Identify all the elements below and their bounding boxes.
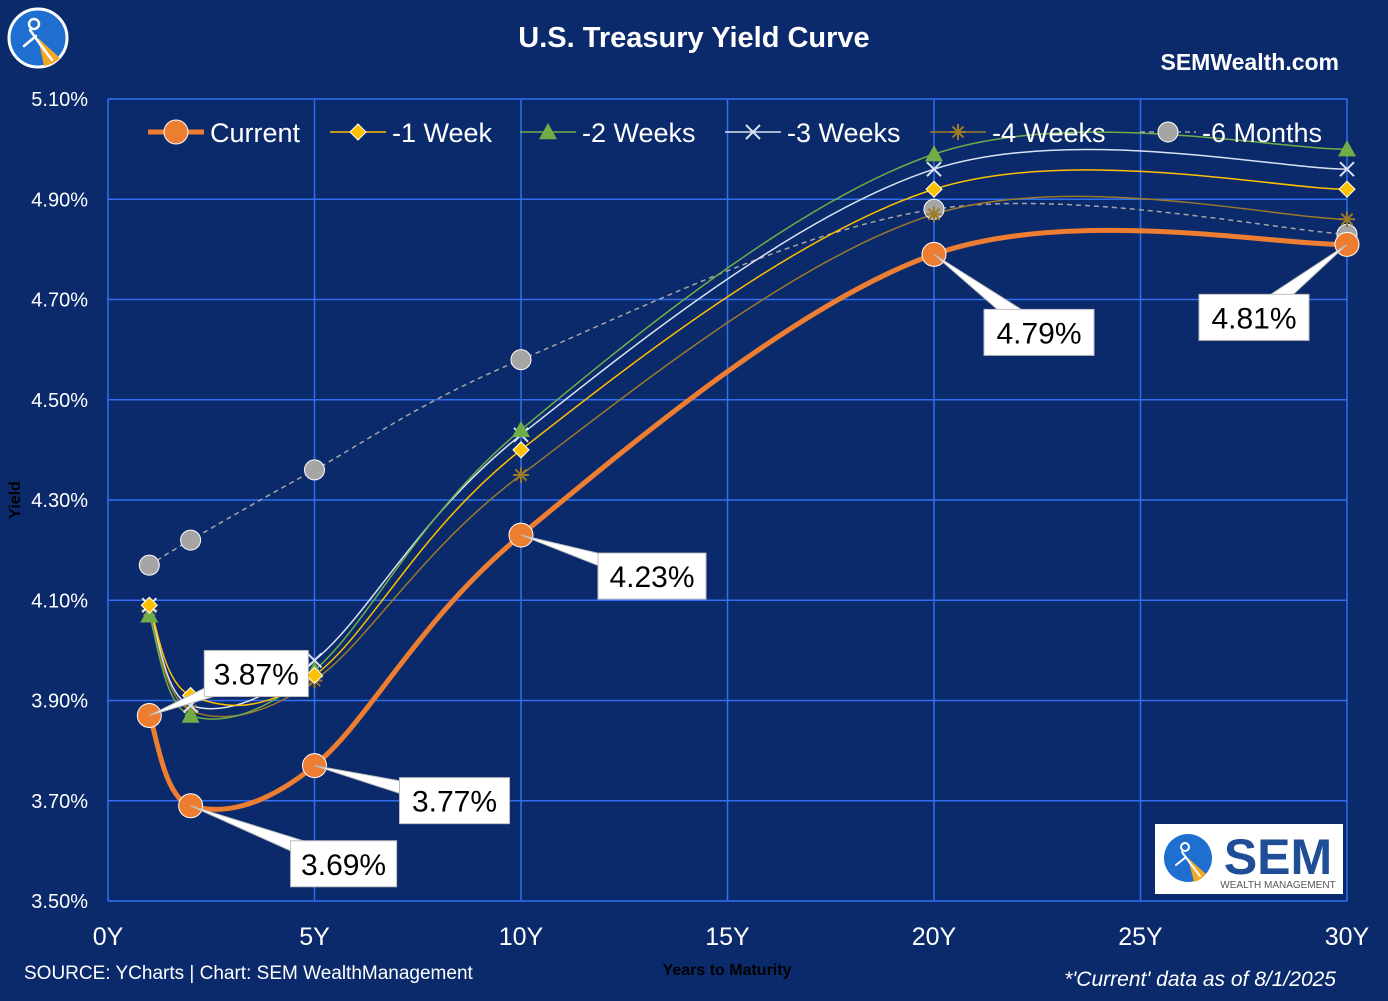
callout-box: [399, 777, 510, 825]
legend: Current -1 Week -2 Weeks -3 Weeks -4 Weeks -6…: [148, 118, 1322, 148]
logo-mark-icon: [1164, 834, 1212, 882]
x-tick-label: 15Y: [705, 923, 750, 951]
callout-box: [203, 650, 309, 698]
legend-marker-5: [1157, 121, 1179, 143]
sem-logo: SEM WEALTH MANAGEMENT: [1155, 824, 1343, 894]
data-point-4-3: [513, 466, 529, 483]
data-point-3-4: [926, 161, 942, 177]
y-tick-label: 3.90%: [31, 691, 88, 713]
x-tick-label: 0Y: [93, 923, 124, 951]
series-line-5: [148, 202, 1348, 566]
data-point-5-2: [304, 459, 325, 481]
legend-marker-3: [745, 124, 761, 140]
y-tick-label: 3.70%: [31, 791, 88, 813]
legend-marker-0: [163, 119, 189, 145]
y-tick-label: 4.70%: [31, 290, 88, 312]
y-tick-label: 4.90%: [31, 189, 88, 211]
data-point-2-1: [181, 706, 200, 723]
data-date-note: *'Current' data as of 8/1/2025: [1064, 968, 1336, 991]
legend-label-0: Current: [210, 118, 301, 148]
callout-box: [1198, 293, 1310, 341]
data-point-5-3: [510, 349, 532, 371]
x-tick-label: 5Y: [299, 923, 330, 951]
chart-title: U.S. Treasury Yield Curve: [518, 22, 869, 54]
logo-text: SEM: [1224, 829, 1332, 885]
data-label: 4.81%: [1211, 302, 1296, 335]
y-axis-title: Yield: [7, 481, 24, 519]
x-tick-label: 20Y: [912, 923, 957, 951]
x-axis-ticks: 0Y 5Y 10Y 15Y 20Y 25Y 30Y: [93, 923, 1370, 951]
data-point-2-4: [925, 145, 943, 162]
data-point-5-0: [138, 554, 160, 576]
callout-box: [597, 552, 707, 600]
data-label: 4.23%: [609, 561, 694, 594]
x-tick-label: 10Y: [499, 923, 544, 951]
x-tick-label: 30Y: [1325, 923, 1370, 951]
logo-icon: [7, 7, 69, 69]
legend-marker-2: [539, 123, 557, 140]
legend-label-3: -3 Weeks: [787, 118, 901, 148]
grid-lines: [107, 98, 1348, 902]
data-point-4-4: [926, 206, 942, 223]
legend-label-5: -6 Months: [1202, 118, 1322, 148]
data-label: 4.79%: [996, 317, 1081, 350]
y-axis-ticks: 3.50% 3.70% 3.90% 4.10% 4.30% 4.50% 4.70% 4.90%…: [31, 89, 88, 913]
callout-box: [290, 840, 398, 888]
source-note: SOURCE: YCharts | Chart: SEM WealthManag…: [24, 963, 474, 984]
logo-subtext: WEALTH MANAGEMENT: [1220, 880, 1335, 891]
data-point-3-5: [1339, 161, 1355, 177]
y-tick-label: 4.10%: [31, 590, 88, 612]
legend-label-1: -1 Week: [392, 118, 493, 148]
y-tick-label: 3.50%: [31, 891, 88, 913]
legend-marker-4: [950, 124, 966, 140]
data-label: 3.69%: [301, 849, 386, 882]
data-point-2-3: [512, 420, 530, 438]
site-url: SEMWealth.com: [1161, 49, 1340, 75]
data-label: 3.87%: [214, 659, 299, 692]
legend-label-4: -4 Weeks: [992, 118, 1106, 148]
y-tick-label: 5.10%: [31, 89, 88, 111]
data-point-3-2: [306, 652, 323, 669]
data-point-2-0: [140, 606, 159, 623]
data-label-callouts: 3.87% 3.69% 3.77% 4.23% 4.79% 4.81%: [149, 243, 1348, 888]
data-point-1-3: [512, 441, 530, 459]
callout-box: [983, 308, 1095, 356]
x-axis-title: Years to Maturity: [663, 962, 792, 979]
data-point-2-5: [1338, 140, 1356, 157]
legend-marker-1: [349, 123, 367, 141]
data-point-1-0: [140, 596, 159, 614]
data-point-1-2: [305, 666, 324, 685]
data-point-5-1: [180, 529, 202, 551]
data-label: 3.77%: [412, 786, 497, 819]
data-point-1-5: [1338, 180, 1356, 198]
data-point-1-4: [925, 180, 943, 198]
y-tick-label: 4.30%: [31, 490, 88, 512]
legend-label-2: -2 Weeks: [582, 118, 696, 148]
data-point-4-5: [1339, 211, 1355, 228]
x-tick-label: 25Y: [1118, 923, 1163, 951]
y-tick-label: 4.50%: [31, 390, 88, 412]
